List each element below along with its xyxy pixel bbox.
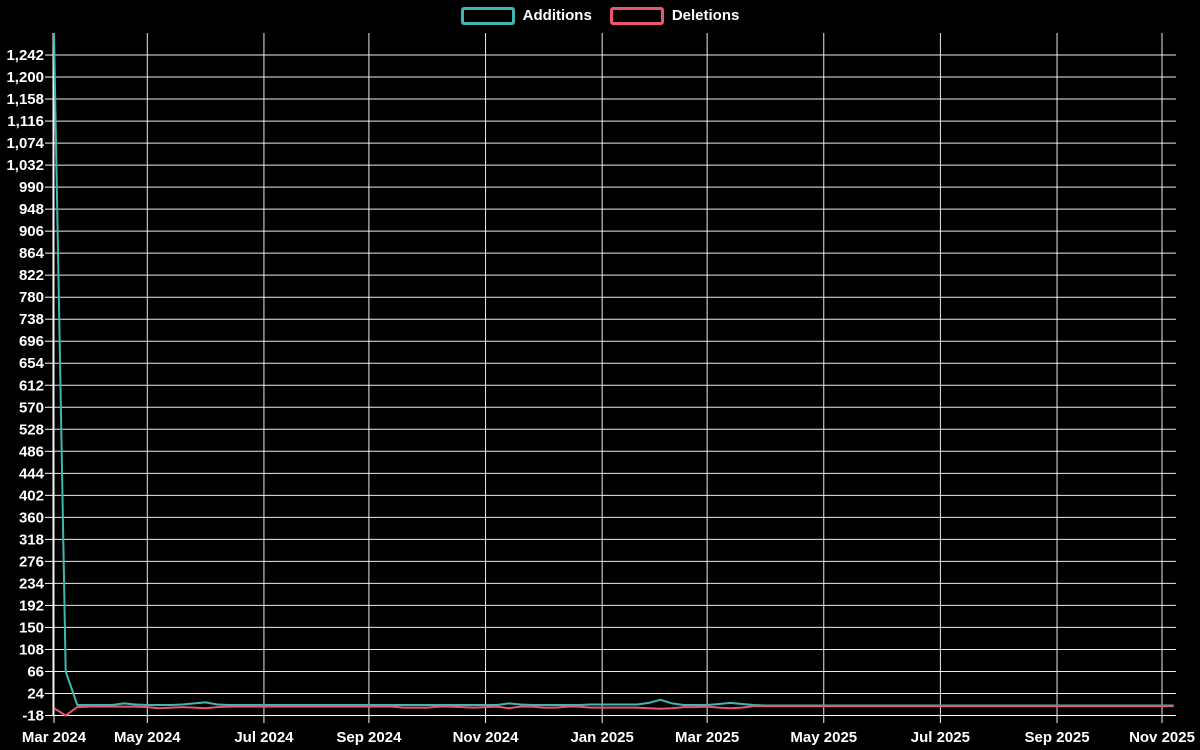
y-tick-label: 192 — [19, 597, 44, 614]
x-tick-label: May 2024 — [114, 729, 181, 746]
y-tick-label: 570 — [19, 399, 44, 416]
y-tick-label: 864 — [19, 245, 45, 262]
y-tick-label: 696 — [19, 333, 44, 350]
x-tick-label: Jul 2025 — [911, 729, 970, 746]
y-tick-label: 906 — [19, 223, 44, 240]
y-tick-label: 360 — [19, 509, 44, 526]
y-tick-label: 318 — [19, 531, 44, 548]
y-tick-label: 780 — [19, 289, 44, 306]
x-tick-label: Jan 2025 — [570, 729, 633, 746]
x-tick-label: Sep 2025 — [1025, 729, 1090, 746]
y-tick-label: 24 — [27, 685, 44, 702]
y-tick-label: 612 — [19, 377, 44, 394]
deletions-line[interactable] — [53, 705, 1174, 717]
legend-item-label: Additions — [522, 7, 592, 24]
y-tick-label: 1,200 — [6, 69, 44, 86]
y-tick-label: 66 — [27, 663, 44, 680]
y-tick-label: 108 — [19, 641, 44, 658]
x-tick-label: Nov 2024 — [453, 729, 520, 746]
y-tick-label: -18 — [22, 708, 44, 725]
y-tick-label: 1,158 — [6, 91, 44, 108]
y-tick-label: 948 — [19, 201, 44, 218]
legend-item-additions[interactable]: Additions — [460, 7, 592, 25]
y-tick-label: 738 — [19, 311, 44, 328]
y-tick-label: 654 — [19, 355, 45, 372]
y-tick-label: 990 — [19, 179, 44, 196]
y-tick-label: 444 — [19, 465, 45, 482]
y-tick-label: 486 — [19, 443, 44, 460]
x-tick-label: Jul 2024 — [234, 729, 294, 746]
y-tick-label: 1,032 — [6, 157, 44, 174]
additions-legend-swatch — [460, 7, 515, 25]
chart-legend: Additions Deletions — [0, 7, 1200, 25]
y-tick-label: 1,116 — [7, 113, 44, 130]
y-tick-label: 234 — [19, 575, 45, 592]
x-tick-label: May 2025 — [790, 729, 857, 746]
legend-item-deletions[interactable]: Deletions — [609, 7, 740, 25]
additions-line[interactable] — [53, 32, 1174, 707]
x-tick-label: Nov 2025 — [1129, 729, 1195, 746]
y-tick-label: 1,242 — [6, 47, 44, 64]
x-tick-label: Sep 2024 — [336, 729, 402, 746]
deletions-legend-swatch — [609, 7, 664, 25]
x-tick-label: Mar 2025 — [675, 729, 739, 746]
y-tick-label: 402 — [19, 487, 44, 504]
y-tick-label: 528 — [19, 421, 44, 438]
x-tick-label: Mar 2024 — [22, 729, 87, 746]
legend-item-label: Deletions — [671, 7, 740, 24]
y-tick-label: 822 — [19, 267, 44, 284]
y-tick-label: 1,074 — [6, 135, 44, 152]
y-tick-label: 276 — [19, 553, 44, 570]
y-tick-label: 150 — [19, 619, 44, 636]
